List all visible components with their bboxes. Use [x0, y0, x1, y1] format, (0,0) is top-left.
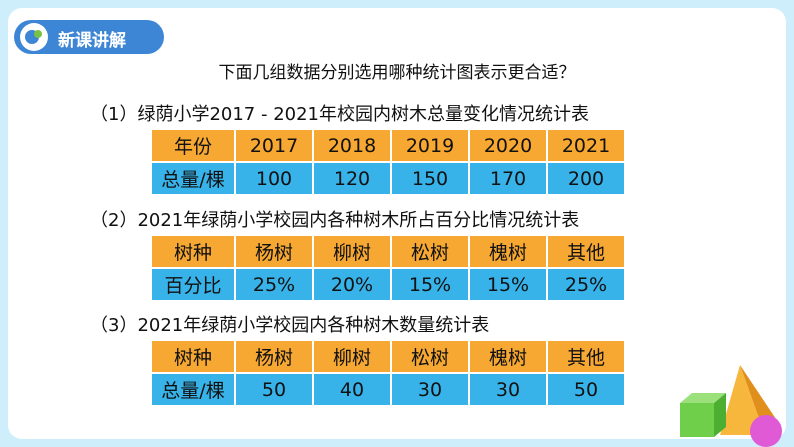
table-row: 百分比 25% 20% 15% 15% 25% [150, 267, 626, 302]
data-table: 年份 2017 2018 2019 2020 2021 总量/棵 100 120 150 170 20… [150, 128, 626, 196]
table-cell: 50 [546, 372, 626, 407]
table-cell: 20% [312, 267, 392, 302]
table-cell: 松树 [390, 234, 470, 269]
table-cell: 200 [546, 161, 626, 196]
table-row: 总量/棵 50 40 30 30 50 [150, 372, 626, 407]
table-row: 树种 杨树 柳树 松树 槐树 其他 [150, 234, 626, 269]
table-cell: 150 [390, 161, 470, 196]
table-cell: 2017 [234, 128, 314, 163]
table-cell: 100 [234, 161, 314, 196]
table-cell: 总量/棵 [150, 372, 236, 407]
table-cell: 30 [468, 372, 548, 407]
section-title: （1）绿荫小学2017 - 2021年校园内树木总量变化情况统计表 [90, 104, 590, 125]
table-cell: 树种 [150, 234, 236, 269]
table-cell: 30 [390, 372, 470, 407]
section-title: （3）2021年绿荫小学校园内各种树木数量统计表 [90, 315, 490, 336]
table-row: 树种 杨树 柳树 松树 槐树 其他 [150, 339, 626, 374]
table-cell: 年份 [150, 128, 236, 163]
table-body: 树种 杨树 柳树 松树 槐树 其他 总量/棵 50 40 30 30 50 [150, 339, 626, 407]
table-cell: 2020 [468, 128, 548, 163]
table-cell: 槐树 [468, 339, 548, 374]
table-row: 总量/棵 100 120 150 170 200 [150, 161, 626, 196]
table-cell: 25% [234, 267, 314, 302]
table-cell: 槐树 [468, 234, 548, 269]
logo-icon [25, 30, 42, 44]
data-table: 树种 杨树 柳树 松树 槐树 其他 百分比 25% 20% 15% 15% 25% [150, 234, 626, 302]
table-cell: 柳树 [312, 234, 392, 269]
table-cell: 其他 [546, 339, 626, 374]
table-cell: 170 [468, 161, 548, 196]
table-cell: 其他 [546, 234, 626, 269]
section-title: （2）2021年绿荫小学校园内各种树木所占百分比情况统计表 [90, 210, 580, 231]
table-cell: 杨树 [234, 234, 314, 269]
table-cell: 百分比 [150, 267, 236, 302]
table-body: 树种 杨树 柳树 松树 槐树 其他 百分比 25% 20% 15% 15% 25% [150, 234, 626, 302]
table-cell: 树种 [150, 339, 236, 374]
header-title: 新课讲解 [58, 31, 126, 51]
table-cell: 松树 [390, 339, 470, 374]
data-table: 树种 杨树 柳树 松树 槐树 其他 总量/棵 50 40 30 30 50 [150, 339, 626, 407]
table-cell: 柳树 [312, 339, 392, 374]
table-cell: 120 [312, 161, 392, 196]
table-body: 年份 2017 2018 2019 2020 2021 总量/棵 100 120 150 170 20… [150, 128, 626, 196]
table-row: 年份 2017 2018 2019 2020 2021 [150, 128, 626, 163]
decoration [680, 365, 782, 447]
table-cell: 50 [234, 372, 314, 407]
table-cell: 40 [312, 372, 392, 407]
table-cell: 2021 [546, 128, 626, 163]
table-cell: 25% [546, 267, 626, 302]
table-cell: 2019 [390, 128, 470, 163]
table-cell: 15% [390, 267, 470, 302]
table-cell: 15% [468, 267, 548, 302]
question: 下面几组数据分别选用哪种统计图表示更合适？ [218, 63, 576, 83]
logo [20, 23, 48, 51]
table-cell: 杨树 [234, 339, 314, 374]
table-cell: 2018 [312, 128, 392, 163]
table-cell: 总量/棵 [150, 161, 236, 196]
